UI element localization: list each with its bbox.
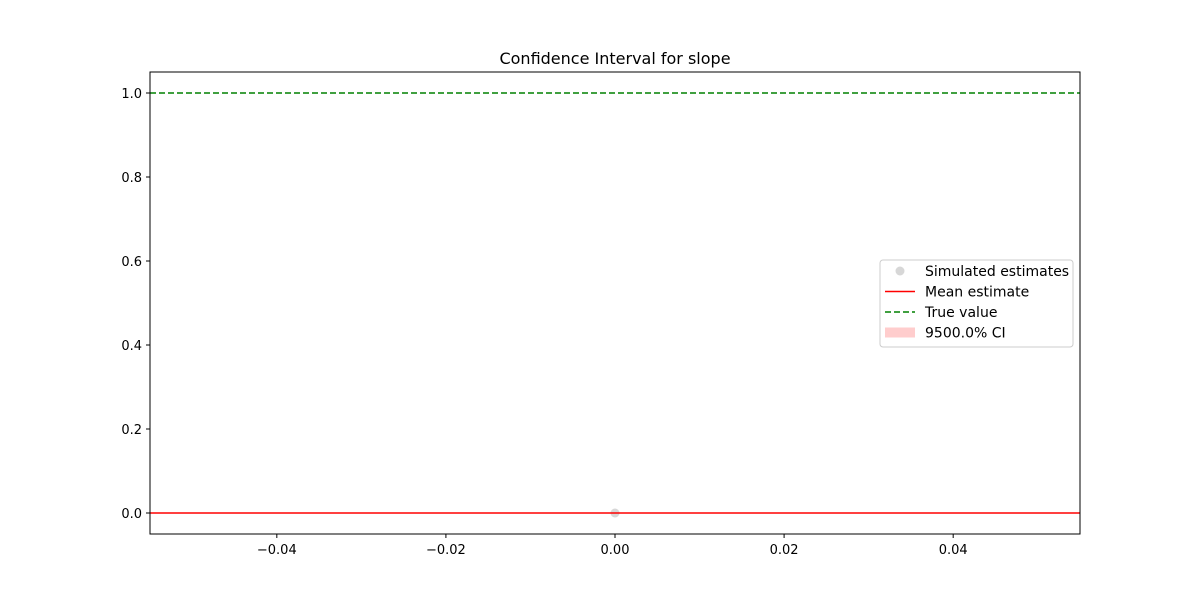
y-tick-label: 0.6 (121, 255, 142, 270)
legend-label: Simulated estimates (925, 264, 1069, 280)
axis-ticks: −0.04 −0.02 0.00 0.02 0.04 0.0 0.2 0.4 0.6 0.8 1.0 (121, 87, 967, 558)
legend-marker-band (885, 327, 915, 338)
axes-frame (149, 71, 1081, 535)
legend-marker-scatter (895, 266, 905, 276)
legend-box (879, 259, 1074, 348)
legend-label: True value (924, 305, 997, 321)
y-tick-label: 0.4 (121, 339, 142, 354)
legend-label: Mean estimate (925, 285, 1029, 301)
y-tick-label: 0.0 (121, 507, 142, 522)
chart-title: Confidence Interval for slope (499, 49, 730, 68)
x-tick-label: −0.02 (426, 543, 466, 558)
x-tick-label: 0.02 (770, 543, 799, 558)
y-tick-label: 1.0 (121, 87, 142, 102)
y-tick-label: 0.8 (121, 171, 142, 186)
x-tick-label: 0.00 (601, 543, 630, 558)
x-tick-label: −0.04 (257, 543, 297, 558)
legend-label: 9500.0% CI (925, 326, 1006, 342)
legend: Simulated estimates Mean estimate True val… (879, 259, 1074, 348)
y-tick-label: 0.2 (121, 423, 142, 438)
plot-area (150, 92, 1080, 518)
x-tick-label: 0.04 (939, 543, 968, 558)
